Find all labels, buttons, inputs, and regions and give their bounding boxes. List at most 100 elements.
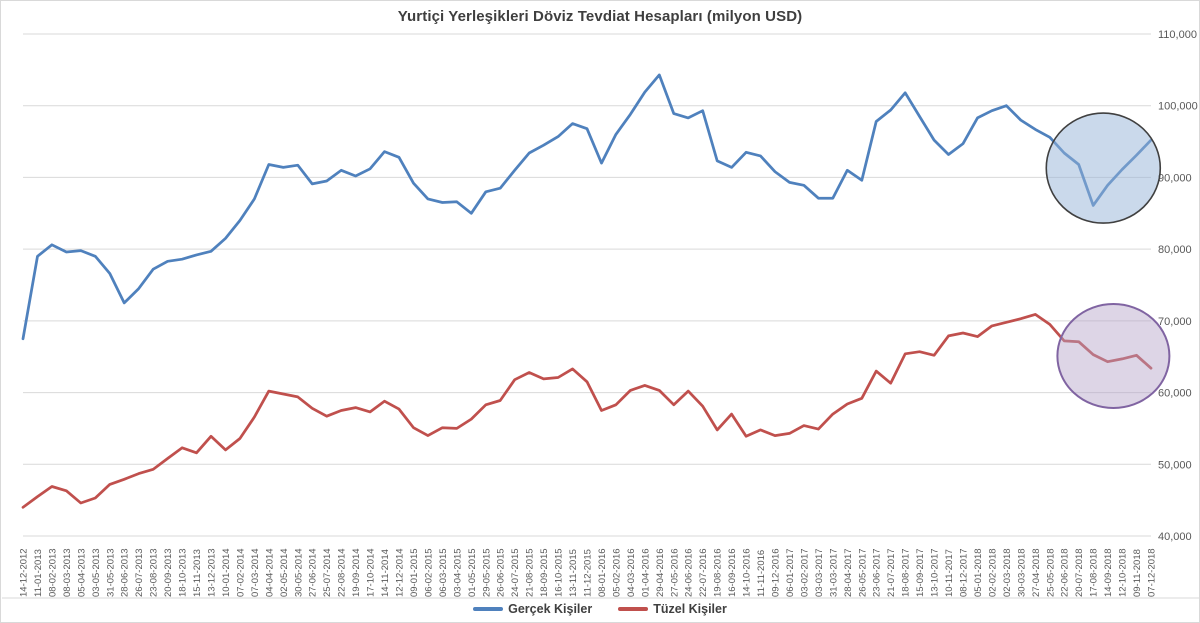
legend-label-tuzel-kisiler: Tüzel Kişiler [653, 602, 727, 616]
x-axis-tick-label: 19-08-2016 [713, 548, 724, 597]
x-axis-tick-label: 26-05-2017 [857, 548, 868, 597]
x-axis-tick-label: 09-11-2018 [1132, 549, 1143, 597]
x-axis-tick-label: 22-06-2018 [1060, 548, 1071, 597]
x-axis-tick-label: 13-11-2015 [568, 549, 579, 597]
x-axis-tick-label: 25-05-2018 [1045, 548, 1056, 597]
x-axis-tick-label: 02-05-2014 [279, 548, 290, 597]
x-axis-tick-label: 23-08-2013 [149, 548, 160, 597]
legend-item-gercek-kisiler: Gerçek Kişiler [473, 602, 592, 616]
x-axis-tick-label: 30-05-2014 [293, 548, 304, 597]
x-axis-tick-label: 27-05-2016 [669, 548, 680, 597]
x-axis-tick-label: 14-11-2014 [380, 549, 391, 597]
x-axis-tick-label: 13-12-2013 [207, 548, 218, 597]
x-axis-tick-label: 17-10-2014 [366, 548, 377, 597]
x-axis-tick-label: 27-06-2014 [308, 548, 319, 597]
x-axis-tick-label: 20-09-2013 [163, 548, 174, 597]
x-axis-tick-label: 03-04-2015 [452, 548, 463, 597]
chart-title: Yurtiçi Yerleşikleri Döviz Tevdiat Hesap… [397, 8, 803, 25]
legend-label-gercek-kisiler: Gerçek Kişiler [508, 602, 593, 616]
x-axis-tick-label: 16-10-2015 [554, 548, 565, 597]
x-axis-tick-label: 20-07-2018 [1074, 548, 1085, 597]
x-axis-tick-label: 07-12-2018 [1147, 548, 1158, 597]
x-axis-tick-label: 08-02-2013 [47, 548, 58, 597]
x-axis-tick-label: 04-04-2014 [264, 548, 275, 597]
x-axis-tick-label: 03-05-2013 [91, 548, 102, 597]
x-axis-tick-label: 02-03-2018 [1002, 548, 1013, 597]
x-axis-tick-label: 06-03-2015 [438, 548, 449, 597]
y-axis-tick-label: 40,000 [1158, 531, 1192, 543]
x-axis-tick-label: 01-05-2015 [467, 548, 478, 597]
x-axis-tick-label: 26-07-2013 [134, 548, 145, 597]
x-axis-tick-label: 11-11-2016 [756, 550, 767, 597]
x-axis-tick-label: 26-06-2015 [496, 548, 507, 597]
x-axis-tick-label: 15-09-2017 [915, 548, 926, 597]
x-axis-tick-label: 22-07-2016 [698, 548, 709, 597]
x-axis-tick-label: 11-01-2013 [33, 549, 44, 597]
x-axis-tick-label: 31-05-2013 [105, 548, 116, 597]
x-axis-tick-label: 08-03-2013 [62, 548, 73, 597]
x-axis-tick-label: 23-06-2017 [872, 548, 883, 597]
x-axis-tick-label: 03-03-2017 [814, 548, 825, 597]
legend-item-tuzel-kisiler: Tüzel Kişiler [618, 602, 727, 616]
x-axis-tick-label: 03-02-2017 [799, 548, 810, 597]
x-axis-tick-label: 05-01-2018 [973, 548, 984, 597]
x-axis-tick-label: 18-10-2013 [178, 548, 189, 597]
x-axis-tick-label: 31-03-2017 [828, 548, 839, 597]
x-axis-tick-label: 14-10-2016 [742, 548, 753, 597]
legend: Gerçek Kişiler Tüzel Kişiler [1, 602, 1199, 616]
x-axis-tick-label: 02-02-2018 [987, 548, 998, 597]
x-axis-tick-label: 11-12-2015 [583, 549, 594, 597]
x-axis-tick-label: 10-11-2017 [944, 549, 955, 597]
x-axis-tick-label: 14-09-2018 [1103, 548, 1114, 597]
x-axis-tick-label: 06-01-2017 [785, 548, 796, 597]
x-axis-tick-label: 08-12-2017 [959, 548, 970, 597]
x-axis-tick-label: 14-12-2012 [19, 548, 30, 597]
x-axis-tick-label: 22-08-2014 [337, 548, 348, 597]
highlight-circle-gercek [1045, 112, 1162, 224]
y-axis-tick-label: 110,000 [1158, 29, 1197, 41]
x-axis-tick-label: 09-01-2015 [409, 548, 420, 597]
x-axis-tick-label: 07-02-2014 [235, 548, 246, 597]
x-axis-tick-label: 09-12-2016 [771, 548, 782, 597]
x-axis-tick-label: 27-04-2018 [1031, 548, 1042, 597]
x-axis-tick-label: 24-07-2015 [510, 548, 521, 597]
x-axis-tick-label: 12-12-2014 [395, 548, 406, 597]
x-axis-tick-label: 21-08-2015 [525, 548, 536, 597]
x-axis-tick-label: 29-05-2015 [481, 548, 492, 597]
x-axis-tick-label: 05-02-2016 [611, 548, 622, 597]
x-axis-tick-label: 18-08-2017 [901, 548, 912, 597]
x-axis-tick-label: 06-02-2015 [423, 548, 434, 597]
x-axis-tick-label: 04-03-2016 [626, 548, 637, 597]
y-axis-tick-label: 70,000 [1158, 316, 1192, 328]
x-axis-tick-label: 24-06-2016 [684, 548, 695, 597]
x-axis-tick-label: 10-01-2014 [221, 548, 232, 597]
x-axis-tick-label: 07-03-2014 [250, 548, 261, 597]
y-axis-tick-label: 60,000 [1158, 388, 1192, 400]
x-axis-tick-label: 21-07-2017 [886, 548, 897, 597]
x-axis-tick-label: 01-04-2016 [640, 548, 651, 597]
x-axis-tick-label: 28-06-2013 [120, 548, 131, 597]
y-axis-tick-label: 80,000 [1158, 244, 1192, 256]
x-axis-tick-label: 25-07-2014 [322, 548, 333, 597]
x-axis-tick-label: 17-08-2018 [1089, 548, 1100, 597]
x-axis-tick-label: 05-04-2013 [76, 548, 87, 597]
y-axis-tick-label: 100,000 [1158, 101, 1198, 113]
x-axis-tick-label: 29-04-2016 [655, 548, 666, 597]
y-axis-tick-label: 90,000 [1158, 172, 1192, 184]
x-axis-tick-label: 13-10-2017 [930, 548, 941, 597]
x-axis-tick-label: 18-09-2015 [539, 548, 550, 597]
legend-swatch-gercek-kisiler [473, 607, 504, 611]
y-axis-tick-label: 50,000 [1158, 459, 1192, 471]
x-axis-tick-label: 08-01-2016 [597, 548, 608, 597]
series-line-gercek-kisiler [21, 73, 1153, 341]
highlight-circle-tuzel [1056, 302, 1171, 409]
x-axis-tick-label: 19-09-2014 [351, 548, 362, 597]
x-axis-tick-label: 15-11-2013 [192, 549, 203, 597]
x-axis-tick-label: 12-10-2018 [1118, 548, 1129, 597]
x-axis-tick-label: 30-03-2018 [1016, 548, 1027, 597]
series-line-tuzel-kisiler [21, 313, 1153, 509]
x-axis-tick-label: 16-09-2016 [727, 548, 738, 597]
x-axis-tick-label: 28-04-2017 [843, 548, 854, 597]
